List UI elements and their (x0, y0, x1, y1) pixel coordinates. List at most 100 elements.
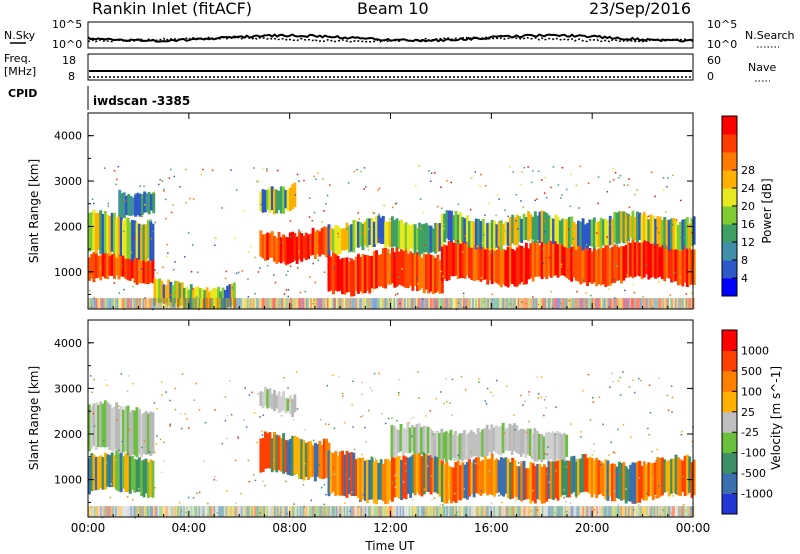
power-cell (463, 241, 467, 279)
velocity-speckle (520, 461, 523, 463)
power-cell (497, 222, 501, 247)
power-speckle (522, 206, 525, 208)
power-speckle (323, 210, 325, 212)
power-speckle (154, 221, 156, 224)
velocity-cell (124, 453, 128, 492)
velocity-ground-cell (204, 506, 207, 517)
power-ground-cell (181, 298, 184, 309)
power-cell (174, 280, 177, 304)
power-speckle (360, 170, 362, 173)
power-ground-cell (449, 298, 452, 309)
velocity-speckle (261, 434, 264, 436)
power-cell (307, 234, 310, 259)
velocity-ground-cell (546, 506, 548, 517)
power-cell (443, 244, 447, 279)
power-speckle (329, 184, 331, 186)
velocity-speckle (180, 413, 182, 415)
power-speckle (573, 230, 576, 233)
power-speckle (561, 194, 563, 196)
velocity-ground-cell (420, 506, 423, 517)
power-ground-cell (538, 298, 541, 309)
power-cell (445, 245, 449, 281)
velocity-cell (638, 460, 642, 503)
power-cell (431, 255, 435, 294)
power-ylabel: Slant Range [km] (27, 159, 41, 263)
velocity-cell (357, 457, 360, 498)
power-speckle (534, 199, 536, 202)
velocity-speckle (412, 416, 415, 418)
velocity-speckle (178, 502, 181, 504)
velocity-ground-cell (419, 506, 421, 517)
power-ground-cell (500, 298, 503, 309)
velocity-speckle (536, 376, 539, 378)
power-cell (411, 223, 415, 249)
velocity-colorbar-segment (722, 411, 737, 433)
velocity-ground-cell (478, 506, 480, 517)
power-speckle (507, 215, 509, 218)
velocity-ground-cell (328, 506, 331, 517)
power-speckle (624, 289, 626, 292)
velocity-ground-cell (243, 506, 246, 517)
power-speckle (230, 169, 232, 171)
power-cell (563, 219, 567, 248)
power-cell (129, 195, 133, 216)
power-speckle (383, 256, 386, 259)
power-cell (484, 247, 487, 280)
power-speckle (435, 282, 438, 285)
power-ground-cell (602, 298, 604, 309)
power-speckle (504, 209, 506, 211)
power-speckle (277, 169, 279, 172)
power-speckle (476, 245, 478, 248)
power-speckle (266, 265, 269, 267)
velocity-ground-cell (168, 506, 170, 517)
power-cell (144, 258, 148, 285)
power-speckle (395, 202, 398, 204)
power-ground-cell (451, 298, 453, 309)
velocity-ground-cell (519, 506, 521, 517)
power-cell (171, 285, 175, 307)
velocity-speckle (324, 423, 327, 425)
power-speckle (314, 281, 316, 284)
power-cell (533, 211, 537, 244)
power-cell (164, 285, 168, 303)
velocity-speckle (408, 422, 411, 424)
power-x-axis (87, 113, 694, 309)
power-speckle (161, 180, 163, 182)
power-cell (119, 216, 123, 256)
velocity-ground-cell (673, 506, 675, 517)
power-ground-cell (88, 298, 90, 309)
velocity-cell (479, 461, 483, 496)
power-cell (361, 254, 365, 294)
power-speckle (363, 188, 365, 190)
velocity-cell (126, 405, 130, 457)
power-ground-cell (358, 298, 361, 309)
noise-left-top-tick: 10^5 (52, 18, 82, 31)
power-cell (97, 255, 100, 278)
power-cell (143, 191, 147, 213)
power-cell (138, 193, 142, 217)
power-ground-cell (584, 298, 586, 309)
velocity-ground-cell (392, 506, 394, 517)
power-cell (599, 247, 603, 286)
power-ground-cell (476, 298, 479, 309)
velocity-ground-cell (92, 506, 95, 517)
power-ground-cell (156, 298, 158, 309)
power-cell (683, 219, 687, 247)
velocity-ground-cell (115, 506, 117, 517)
velocity-speckle (310, 499, 312, 502)
velocity-ground-cell (184, 506, 187, 517)
power-speckle (150, 219, 152, 221)
velocity-cell (101, 456, 105, 490)
velocity-ground-cell (240, 506, 243, 517)
power-cell (649, 243, 653, 278)
power-speckle (578, 238, 581, 240)
velocity-ground-cell (475, 506, 477, 517)
power-ground-cell (107, 298, 110, 309)
date-title: 23/Sep/2016 (589, 0, 691, 18)
power-ground-cell (378, 298, 380, 309)
velocity-speckle (655, 460, 657, 462)
velocity-speckle (362, 493, 365, 496)
power-speckle (163, 190, 165, 192)
velocity-speckle (474, 462, 477, 465)
